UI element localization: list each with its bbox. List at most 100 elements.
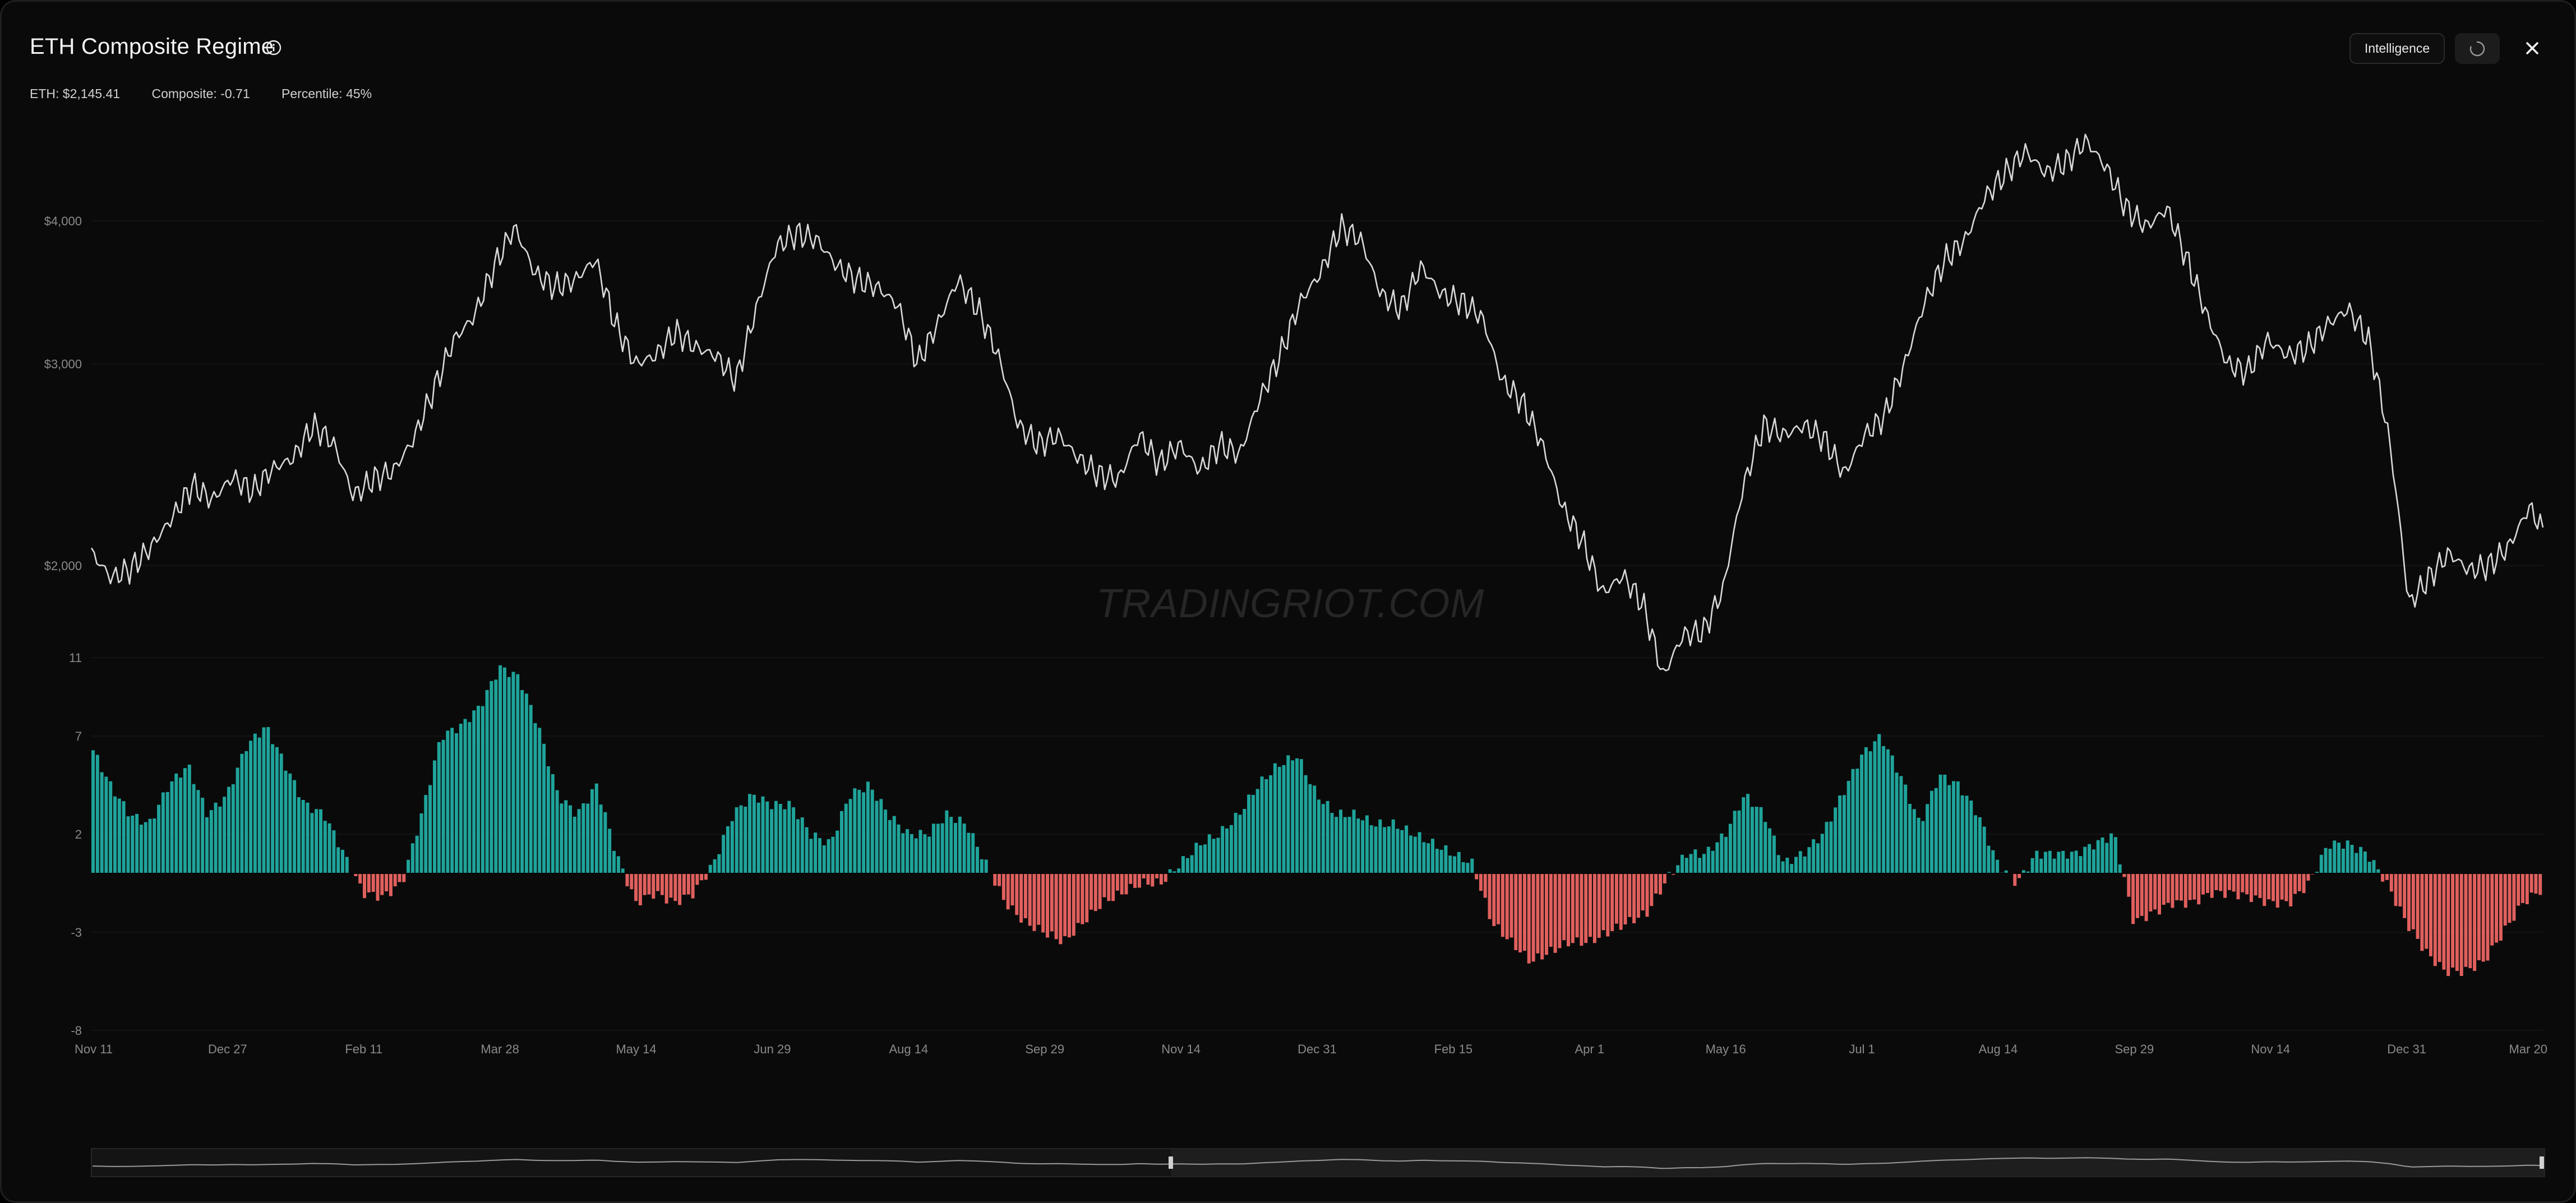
composite-bar [853,788,857,873]
navigator-handle-left[interactable] [1169,1156,1173,1169]
composite-y-tick-label: 7 [75,729,82,743]
composite-bar [1308,784,1312,873]
composite-bar [2359,846,2363,873]
composite-bar [2026,871,2030,873]
composite-y-tick-label: 2 [75,827,82,841]
navigator-selection[interactable] [1171,1149,2545,1177]
composite-bar [1952,781,1955,873]
composite-bar [1632,873,1636,923]
composite-bar [1151,873,1155,887]
x-tick-label: Feb 11 [345,1042,382,1056]
composite-bar [638,873,642,905]
composite-bar [1146,873,1150,885]
composite-bar [2525,873,2529,904]
composite-bar [1553,873,1557,953]
watermark: TRADINGRIOT.COM [1096,581,1485,626]
composite-bar [717,854,721,873]
composite-bar [2140,873,2144,916]
composite-bar [1549,873,1553,947]
composite-bar [1816,843,1820,873]
composite-bar [2066,858,2069,873]
composite-bar [1540,873,1544,960]
composite-bar [1864,747,1868,873]
composite-bar [253,733,257,873]
composite-bar [179,778,183,873]
composite-bar [450,728,454,873]
composite-bar [1715,842,1719,873]
composite-bar [713,859,717,873]
composite-bar [1255,789,1259,873]
composite-bar [1912,809,1916,873]
composite-bar [2477,873,2481,960]
composite-bar [2249,873,2253,903]
x-tick-label: Nov 14 [1161,1042,1201,1056]
composite-bar [1181,856,1185,873]
close-icon[interactable] [2519,35,2545,61]
composite-bar [2021,870,2025,873]
composite-bar [1475,873,1479,880]
composite-bar [1439,849,1443,873]
composite-bar [2389,873,2393,892]
composite-bar [2328,849,2332,873]
composite-bar [2512,873,2516,921]
composite-bar [1956,781,1960,873]
composite-bar [2451,873,2455,968]
composite-bar [2495,873,2499,943]
composite-bar [708,864,712,873]
composite-bar [1400,830,1404,873]
composite-bar [131,816,135,873]
composite-bar [1851,769,1855,873]
composite-bar [1479,873,1483,891]
composite-bar [1427,843,1430,873]
composite-bar [1032,873,1036,931]
info-icon[interactable] [265,39,282,56]
composite-bar [1829,821,1833,873]
composite-bar [2241,873,2245,892]
composite-bar [1229,825,1233,873]
composite-bar [1798,851,1802,873]
composite-bar [2346,840,2349,873]
composite-bar [358,873,362,883]
composite-bar [1339,809,1342,873]
x-tick-label: Jun 29 [754,1042,791,1056]
x-tick-label: Dec 27 [208,1042,247,1056]
composite-bar [831,836,835,873]
composite-y-tick-label: -8 [71,1024,82,1038]
composite-bar [1435,849,1439,873]
composite-bar [1418,832,1421,873]
composite-bar [2437,873,2441,962]
composite-bar [1015,873,1019,915]
navigator-handle-right[interactable] [2540,1156,2544,1169]
composite-bar [402,873,406,882]
composite-bar [1054,873,1058,940]
composite-bar [1321,804,1325,873]
composite-bar [1518,873,1522,952]
composite-bar [2481,873,2485,962]
composite-bar [240,753,244,873]
composite-bar [1111,873,1115,901]
composite-bar [569,805,572,873]
composite-bar [2122,873,2126,877]
composite-bar [761,796,765,873]
composite-bar [2258,873,2262,898]
composite-bar [2381,873,2385,882]
composite-bar [888,820,892,873]
composite-bar [918,830,922,873]
composite-bar [419,813,423,873]
x-tick-label: Sep 29 [1025,1042,1064,1056]
composite-bar [2158,873,2161,915]
composite-bar [735,807,738,873]
composite-bar [2302,873,2306,894]
refresh-button[interactable] [2455,33,2500,64]
composite-bar [827,839,830,873]
composite-bar [223,797,227,873]
composite-bar [2455,873,2459,971]
composite-bar [231,784,235,873]
intelligence-button[interactable]: Intelligence [2349,33,2445,64]
composite-bar [1746,794,1750,873]
composite-bar [2490,873,2494,946]
composite-bar [441,739,445,873]
composite-bar [1772,835,1776,873]
x-tick-label: Mar 28 [481,1042,519,1056]
